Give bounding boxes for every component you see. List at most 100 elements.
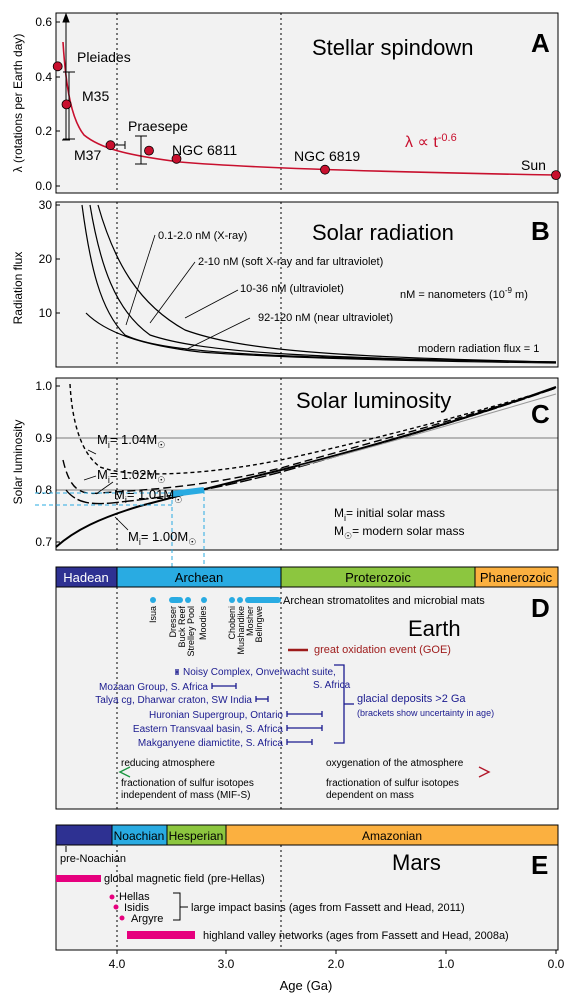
oxygenation-label: oxygenation of the atmosphere xyxy=(326,758,464,769)
label-soft-xray: 2-10 nM (soft X-ray and far ultraviolet) xyxy=(198,256,383,268)
point-m37 xyxy=(105,140,116,151)
md-line2: dependent on mass xyxy=(326,790,414,801)
label-modern-flux: modern radiation flux = 1 xyxy=(418,343,539,355)
x-axis: 4.0 3.0 2.0 1.0 0.0 Age (Ga) xyxy=(109,950,565,993)
basin-hellas: Hellas xyxy=(119,891,150,903)
impact-basins-label: large impact basins (ages from Fassett a… xyxy=(191,902,465,914)
panel-a-frame xyxy=(55,12,559,194)
panel-b-yticks: 30 20 10 xyxy=(39,198,60,320)
spindown-points xyxy=(52,61,561,181)
curve-1.02 xyxy=(62,387,557,495)
goe-label: great oxidation event (GOE) xyxy=(314,644,451,656)
uv-curve xyxy=(97,204,557,363)
era-label-amazonian: Amazonian xyxy=(362,829,422,843)
label-praesepe: Praesepe xyxy=(128,118,188,134)
arrow-left-head xyxy=(118,766,131,778)
label-ngc6819: NGC 6819 xyxy=(294,148,360,164)
glacial-talya: Talya cg, Dharwar craton, SW India xyxy=(95,695,252,706)
point-m35 xyxy=(61,99,72,110)
glacial-noisy: Noisy Complex, Onverwacht suite, xyxy=(183,667,336,678)
mif-s-line1: fractionation of sulfur isotopes xyxy=(121,778,254,789)
curve-1.04 xyxy=(69,383,557,475)
xtick-3.0: 3.0 xyxy=(218,957,235,971)
glacial-transvaal: Eastern Transvaal basin, S. Africa xyxy=(133,724,284,735)
mass-label-1.02: Mi= 1.02M☉ xyxy=(97,467,165,485)
site-buck-reef: Buck Reef xyxy=(177,606,187,648)
panel-d: Hadean Archean Proterozoic Phanerozoic D… xyxy=(55,566,559,810)
label-m35: M35 xyxy=(82,88,109,104)
archean-luminosity-band xyxy=(171,487,205,497)
panel-b-ylabel: Radiation flux xyxy=(11,252,25,325)
panel-b-letter: B xyxy=(531,216,550,246)
panel-d-title: Earth xyxy=(408,616,461,641)
basin-markers xyxy=(109,894,125,921)
nm-note-unit: m) xyxy=(512,289,528,301)
label-near-uv: 92-120 nM (near ultraviolet) xyxy=(258,312,393,324)
label-uv: 10-36 nM (ultraviolet) xyxy=(240,283,344,295)
magnetic-field-bar xyxy=(56,875,101,882)
b-ytick-10: 10 xyxy=(39,306,53,320)
mass-label-1.01: Mi= 1.01M☉ xyxy=(114,487,182,505)
curve-1.00-grey xyxy=(299,393,557,467)
mass-legend: Mi= initial solar mass M☉= modern solar … xyxy=(334,506,464,541)
panel-a: Stellar spindown A λ (rotations per Eart… xyxy=(11,12,561,194)
glacial-huronian: Huronian Supergroup, Ontario xyxy=(149,710,283,721)
formula-text: λ ∝ t-0.6 xyxy=(405,132,457,151)
era-label-hesperian: Hesperian xyxy=(169,829,224,843)
site-mushandike: Mushandike xyxy=(236,606,246,655)
nm-note-exp: -9 xyxy=(505,286,513,295)
valley-network-bar xyxy=(127,931,195,939)
panel-b-frame xyxy=(55,201,559,368)
eon-label-phanerozoic: Phanerozoic xyxy=(480,570,553,585)
nm-note: nM = nanometers (10-9 m) xyxy=(400,286,528,301)
radiation-curves xyxy=(81,204,557,364)
glacial-noisy-2: S. Africa xyxy=(313,680,351,691)
arrow-right-head xyxy=(478,766,491,778)
point-praesepe xyxy=(144,145,154,156)
c-ytick-0.8: 0.8 xyxy=(35,483,52,497)
b-ytick-20: 20 xyxy=(39,252,53,266)
glacial-mozaan: Mozaan Group, S. Africa xyxy=(99,682,208,693)
soft-xray-curve xyxy=(89,204,557,363)
site-strelley-pool: Strelley Pool xyxy=(186,606,196,657)
panel-c-letter: C xyxy=(531,399,550,429)
eon-bar: Hadean Archean Proterozoic Phanerozoic xyxy=(55,566,559,588)
a-ytick-0.0: 0.0 xyxy=(35,179,52,193)
basin-isidis: Isidis xyxy=(124,902,150,914)
mass-label-1.04: Mi= 1.04M☉ xyxy=(97,432,165,450)
a-ytick-0.2: 0.2 xyxy=(35,124,52,138)
panel-b-title: Solar radiation xyxy=(312,220,454,245)
era-pre-noachian xyxy=(55,824,113,846)
panel-e-frame xyxy=(55,824,559,951)
panel-e-letter: E xyxy=(531,850,548,880)
label-pleiades: Pleiades xyxy=(77,49,131,65)
reducing-label: reducing atmosphere xyxy=(121,758,215,769)
glacial-title: glacial deposits >2 Ga xyxy=(357,693,466,705)
panel-c: Solar luminosity C Solar luminosity 1.0 … xyxy=(11,377,559,596)
site-chobeni: Chobeni xyxy=(227,606,237,640)
point-pleiades xyxy=(52,61,63,72)
label-sun: Sun xyxy=(521,157,546,173)
era-label-noachian: Noachian xyxy=(114,829,165,843)
legend-modern: M☉= modern solar mass xyxy=(334,524,464,541)
formula-exp: -0.6 xyxy=(438,132,457,144)
label-ngc6811: NGC 6811 xyxy=(172,142,237,158)
basin-argyre: Argyre xyxy=(131,913,163,925)
panel-e: Noachian Hesperian Amazonian E Mars pre-… xyxy=(55,824,559,951)
nm-note-main: nM = nanometers (10 xyxy=(400,289,505,301)
c-ytick-1.0: 1.0 xyxy=(35,379,52,393)
point-ngc-6811 xyxy=(171,153,182,164)
curve-1.00 xyxy=(55,386,557,548)
md-line1: fractionation of sulfur isotopes xyxy=(326,778,459,789)
c-ytick-0.7: 0.7 xyxy=(35,535,52,549)
mif-s-line2: independent of mass (MIF-S) xyxy=(121,790,251,801)
xtick-0.0: 0.0 xyxy=(548,957,565,971)
site-dresser: Dresser xyxy=(168,606,178,638)
xtick-1.0: 1.0 xyxy=(438,957,455,971)
b-ytick-30: 30 xyxy=(39,198,53,212)
panel-c-yticks: 1.0 0.9 0.8 0.7 xyxy=(35,379,60,549)
site-belingwe: Belingwe xyxy=(254,606,264,643)
panel-d-frame xyxy=(55,566,559,810)
formula-main: λ ∝ t xyxy=(405,134,438,151)
panel-c-title: Solar luminosity xyxy=(296,388,451,413)
